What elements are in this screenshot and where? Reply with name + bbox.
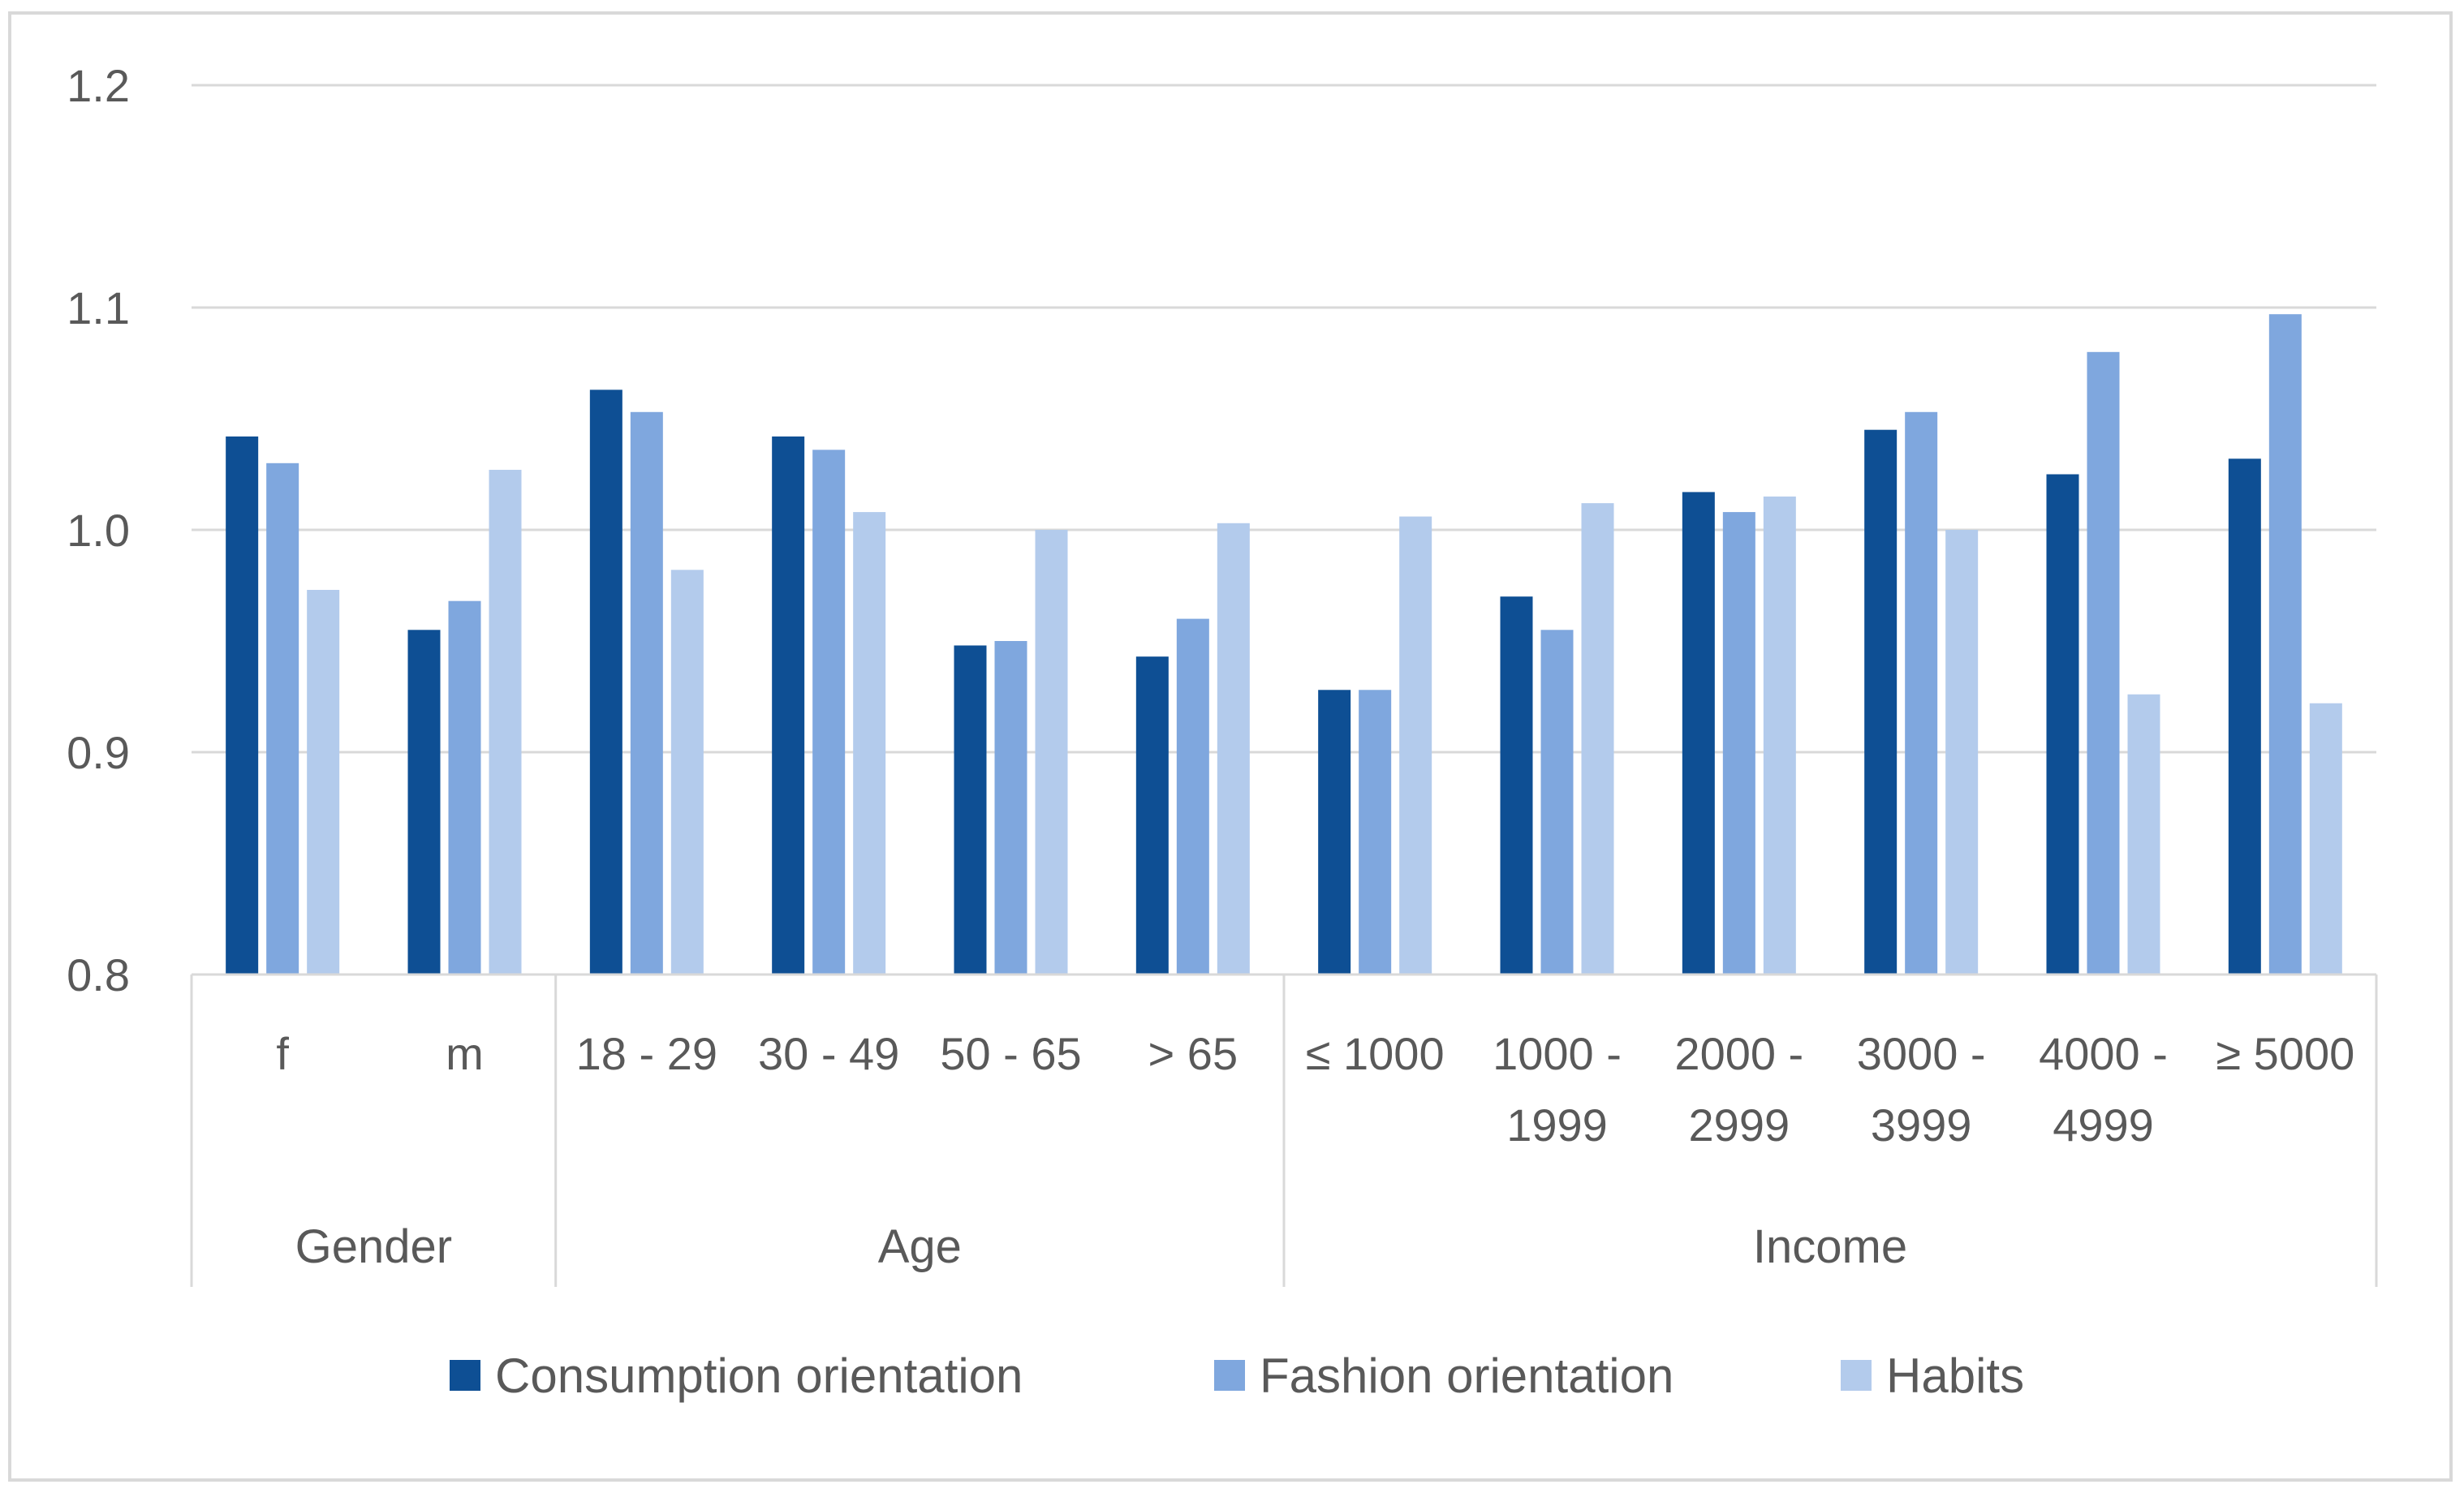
x-tick-label: f [276, 1028, 289, 1079]
y-tick-label: 1.1 [67, 282, 130, 333]
bar [772, 436, 805, 975]
legend-swatch [450, 1360, 480, 1391]
x-axis: f m 18 - 29 30 - 49 50 - 65 > 65 ≤ 1000 1000 -1… [190, 973, 2378, 1287]
bar [2268, 314, 2302, 975]
bar [1135, 656, 1169, 975]
x-tick-label: 18 - 29 [576, 1028, 717, 1079]
x-group-label: Age [878, 1220, 962, 1273]
bar [1540, 630, 1574, 975]
bar [1864, 429, 1898, 975]
x-tick-label: 30 - 49 [758, 1028, 899, 1079]
x-group-label: Gender [295, 1220, 452, 1273]
x-tick-label: 2000 -2999 [1674, 1028, 1803, 1151]
bar [1500, 596, 1533, 975]
x-tick-label: 4000 -4999 [2039, 1028, 2168, 1151]
y-tick-label: 0.9 [67, 727, 130, 778]
bar [266, 463, 299, 975]
gridlines [192, 84, 2376, 754]
x-tick-label: 1000 -1999 [1493, 1028, 1622, 1151]
bar [1035, 530, 1068, 975]
legend-label: Consumption orientation [495, 1349, 1023, 1403]
bar [994, 641, 1027, 975]
bar [2087, 351, 2120, 975]
bar [670, 570, 704, 975]
bar [853, 512, 886, 975]
bar [1682, 492, 1715, 975]
bar [1399, 516, 1432, 975]
bar [1722, 512, 1755, 975]
bar [1581, 503, 1614, 975]
bar [1763, 496, 1796, 975]
bar [589, 389, 622, 975]
bar [1359, 690, 1392, 975]
y-tick-label: 1.0 [67, 505, 130, 556]
y-tick-label: 1.2 [67, 60, 130, 111]
x-tick-label: 3000 -3999 [1857, 1028, 1986, 1151]
legend-label: Habits [1886, 1349, 2024, 1403]
bar [1318, 690, 1351, 975]
legend: Consumption orientation Fashion orientati… [450, 1349, 2024, 1403]
bar [1176, 618, 1209, 975]
x-tick-label: m [446, 1028, 484, 1079]
bar [407, 630, 441, 975]
bar [489, 470, 522, 975]
bar [812, 450, 846, 975]
bar [2046, 474, 2079, 975]
legend-label: Fashion orientation [1260, 1349, 1674, 1403]
bar [2309, 703, 2342, 975]
bar [1217, 523, 1250, 975]
bar [307, 589, 340, 975]
x-tick-label: > 65 [1148, 1028, 1238, 1079]
bar [448, 600, 481, 975]
y-axis-ticks: 0.8 0.9 1.0 1.1 1.2 [67, 60, 130, 1000]
bar [2127, 694, 2160, 975]
x-group-label: Income [1753, 1220, 1907, 1273]
bar [226, 436, 259, 975]
bar [954, 645, 987, 975]
bars [226, 314, 2342, 975]
y-tick-label: 0.8 [67, 949, 130, 1000]
bar [1905, 411, 1938, 975]
legend-swatch [1214, 1360, 1245, 1391]
bar [2228, 458, 2261, 975]
bar [630, 411, 663, 975]
x-tick-label: ≤ 1000 [1306, 1028, 1445, 1079]
x-tick-label: ≥ 5000 [2216, 1028, 2354, 1079]
bar [1945, 530, 1979, 975]
legend-swatch [1841, 1360, 1872, 1391]
x-tick-label: 50 - 65 [940, 1028, 1081, 1079]
